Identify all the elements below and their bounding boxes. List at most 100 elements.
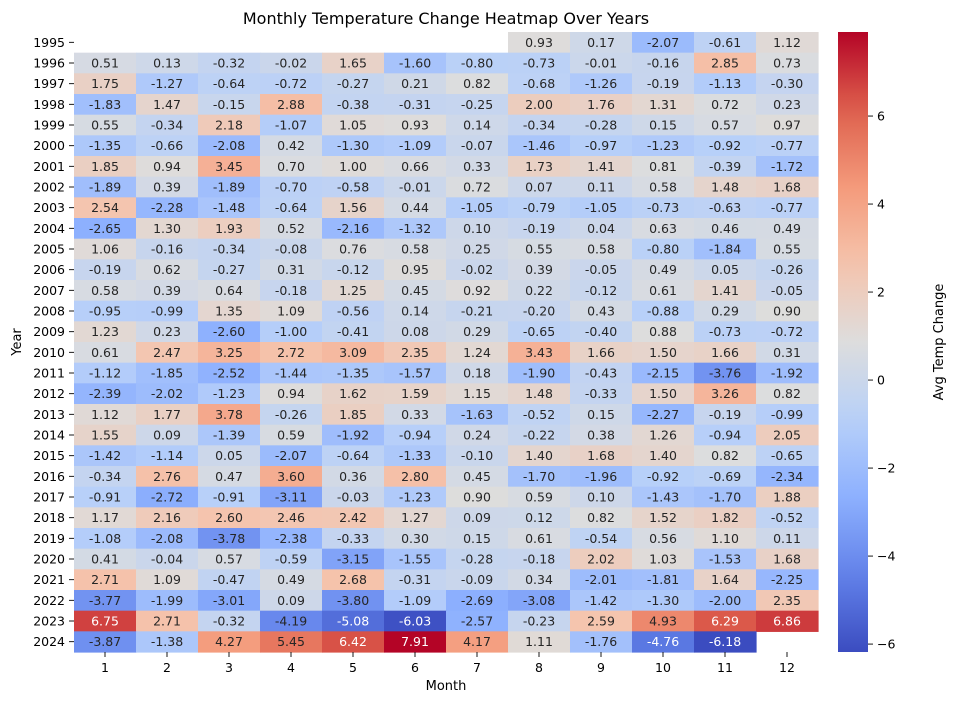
heatmap-cell: [322, 238, 385, 260]
cell-value-label: 4.27: [215, 634, 243, 649]
heatmap-cell: [694, 52, 757, 74]
cell-value-label: -3.01: [213, 593, 245, 608]
cell-value-label: 0.52: [277, 221, 305, 236]
heatmap-cell: [756, 321, 819, 343]
heatmap-cells: [74, 32, 819, 653]
heatmap-cell: [198, 342, 261, 364]
heatmap-cell: [384, 507, 447, 529]
cell-value-label: -3.11: [275, 490, 307, 505]
x-tick-label: 5: [349, 660, 357, 675]
heatmap-cell: [198, 383, 261, 405]
cell-value-label: -2.34: [771, 469, 803, 484]
colorbar-tick-label: −4: [877, 549, 895, 564]
cell-value-label: -1.35: [89, 138, 121, 153]
cell-value-label: -2.65: [89, 221, 121, 236]
cell-value-label: 0.12: [525, 510, 553, 525]
heatmap-cell: [508, 362, 571, 384]
heatmap-cell: [632, 94, 695, 116]
cell-value-label: 0.58: [91, 283, 119, 298]
cell-value-label: 1.77: [153, 407, 181, 422]
heatmap-cell: [756, 590, 819, 612]
heatmap-cell: [136, 52, 199, 74]
heatmap-cell: [756, 610, 819, 632]
cell-value-label: 0.24: [463, 428, 491, 443]
heatmap-cell: [136, 94, 199, 116]
cell-value-label: -3.76: [709, 366, 741, 381]
cell-value-label: -2.27: [647, 407, 679, 422]
cell-value-label: -1.92: [771, 366, 803, 381]
cell-value-label: 6.86: [773, 614, 801, 629]
heatmap-cell: [694, 486, 757, 508]
x-tick-label: 11: [717, 660, 733, 675]
heatmap-cell: [384, 590, 447, 612]
cell-value-label: 1.62: [339, 386, 367, 401]
cell-value-label: -1.48: [213, 200, 245, 215]
cell-value-label: -1.00: [275, 324, 307, 339]
cell-value-label: -2.57: [461, 614, 493, 629]
heatmap-cell: [446, 135, 509, 157]
y-tick-label: 2009: [33, 324, 65, 339]
heatmap-cell: [694, 507, 757, 529]
cell-value-label: 2.54: [91, 200, 119, 215]
heatmap-cell: [570, 73, 633, 95]
heatmap-cell: [74, 445, 137, 467]
x-tick-label: 4: [287, 660, 295, 675]
heatmap-cell: [694, 445, 757, 467]
heatmap-cell: [632, 528, 695, 550]
cell-value-label: 0.46: [711, 221, 739, 236]
cell-value-label: -0.16: [647, 56, 679, 71]
heatmap-cell: [632, 548, 695, 570]
heatmap-cell: [446, 424, 509, 446]
y-tick-label: 2012: [33, 386, 65, 401]
cell-value-label: 1.85: [91, 159, 119, 174]
cell-value-label: -1.38: [151, 634, 183, 649]
cell-value-label: 1.12: [773, 35, 801, 50]
heatmap-cell: [632, 135, 695, 157]
cell-value-label: 7.91: [401, 634, 429, 649]
heatmap-cell: [198, 135, 261, 157]
cell-value-label: -0.80: [647, 242, 679, 257]
cell-value-label: 2.16: [153, 510, 181, 525]
cell-value-label: -0.77: [771, 200, 803, 215]
cell-value-label: -0.31: [399, 97, 431, 112]
cell-value-label: 0.70: [277, 159, 305, 174]
heatmap-cell: [384, 466, 447, 488]
cell-value-label: -0.10: [461, 448, 493, 463]
heatmap-cell: [384, 321, 447, 343]
heatmap-cell: [508, 569, 571, 591]
heatmap-cell: [446, 321, 509, 343]
heatmap-cell: [136, 548, 199, 570]
heatmap-cell: [632, 383, 695, 405]
y-tick-label: 2002: [33, 180, 65, 195]
heatmap-cell: [570, 197, 633, 219]
heatmap-cell: [570, 362, 633, 384]
heatmap-cell: [384, 383, 447, 405]
cell-value-label: 0.55: [525, 242, 553, 257]
cell-value-label: -0.33: [585, 386, 617, 401]
heatmap-cell: [570, 548, 633, 570]
heatmap-cell: [322, 176, 385, 198]
cell-value-label: -0.72: [771, 324, 803, 339]
cell-value-label: -0.52: [771, 510, 803, 525]
y-tick-label: 1998: [33, 97, 65, 112]
cell-value-label: -2.52: [213, 366, 245, 381]
cell-value-label: -3.77: [89, 593, 121, 608]
cell-value-label: -3.87: [89, 634, 121, 649]
heatmap-cell: [198, 259, 261, 281]
heatmap-cell: [260, 631, 323, 653]
cell-value-label: 1.48: [711, 180, 739, 195]
cell-value-label: 5.45: [277, 634, 305, 649]
heatmap-cell: [322, 507, 385, 529]
heatmap-cell: [74, 569, 137, 591]
y-tick-label: 2015: [33, 448, 65, 463]
heatmap-cell: [694, 610, 757, 632]
heatmap-cell: [322, 321, 385, 343]
heatmap-cell: [756, 32, 819, 54]
heatmap-cell: [694, 197, 757, 219]
cell-value-label: -0.09: [461, 572, 493, 587]
cell-value-label: 1.82: [711, 510, 739, 525]
heatmap-cell: [508, 238, 571, 260]
cell-value-label: 1.41: [711, 283, 739, 298]
cell-value-label: 3.25: [215, 345, 243, 360]
heatmap-cell: [74, 218, 137, 240]
